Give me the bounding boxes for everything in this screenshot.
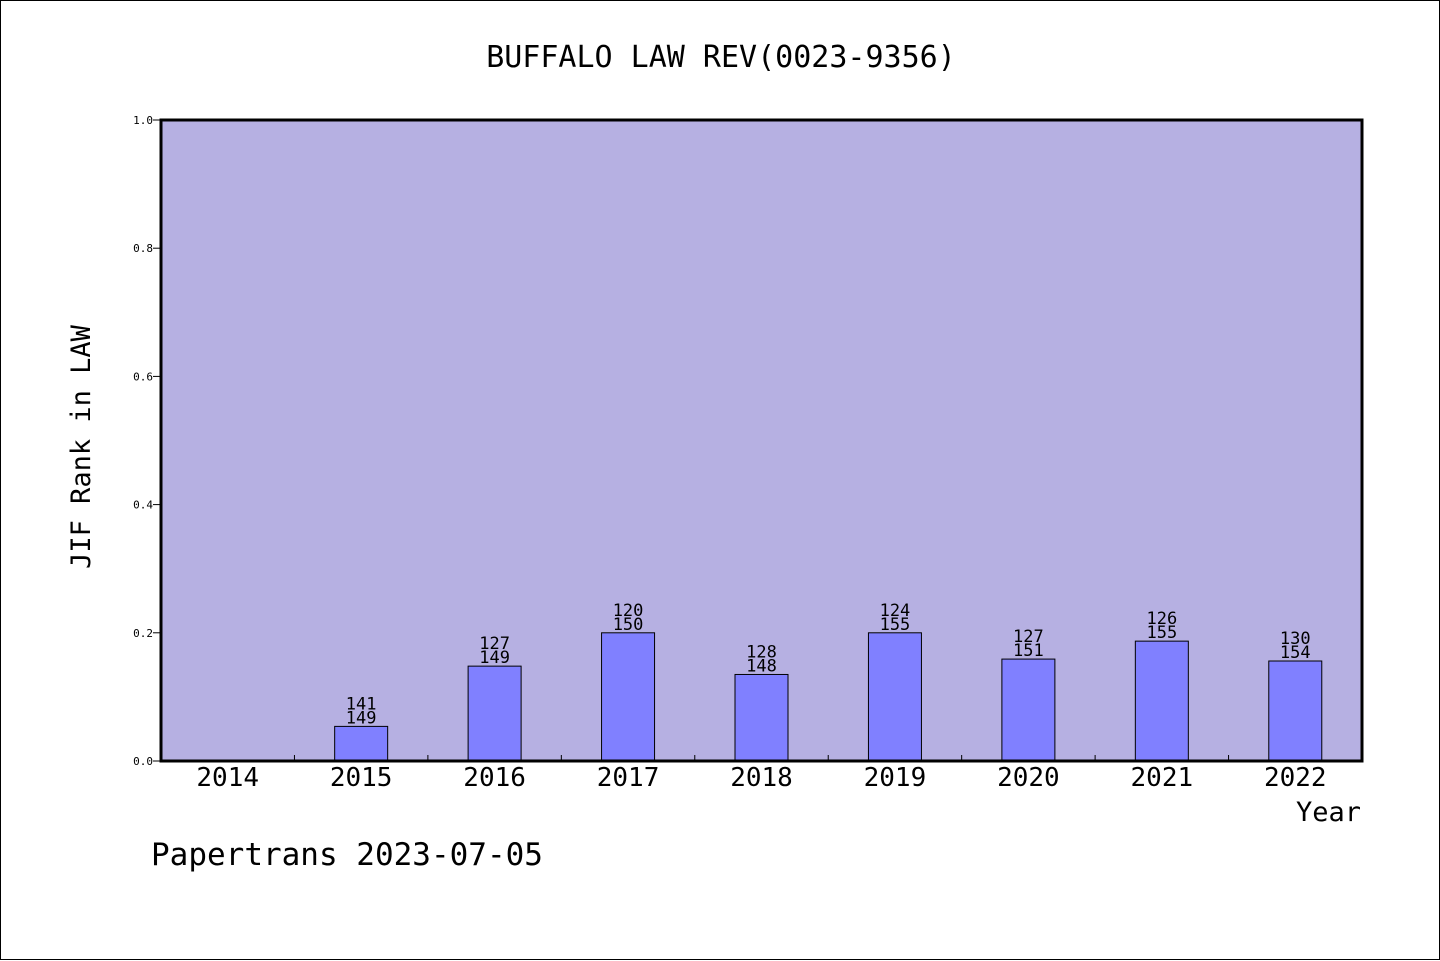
bar-total-label: 149 <box>479 648 510 668</box>
bar-total-label: 154 <box>1280 643 1311 663</box>
x-tick-label: 2016 <box>463 763 526 793</box>
bar-rank-label: 126 <box>1146 609 1177 629</box>
plot-border <box>159 118 1364 763</box>
bar <box>1001 658 1056 762</box>
x-tick-label: 2019 <box>864 763 927 793</box>
bar-total-label: 155 <box>880 615 911 635</box>
bar-rank-label: 124 <box>880 601 911 621</box>
footer-date: Papertrans 2023-07-05 <box>151 837 543 873</box>
bar-total-label: 148 <box>746 656 777 676</box>
bar <box>734 673 789 762</box>
x-axis-label: Year <box>1296 797 1361 828</box>
bar-total-label: 151 <box>1013 641 1044 661</box>
x-tick-label: 2022 <box>1264 763 1327 793</box>
bar <box>867 632 922 762</box>
bar <box>334 725 389 762</box>
bar-rank-label: 130 <box>1280 629 1311 649</box>
x-tick-label: 2014 <box>196 763 259 793</box>
bar <box>1268 660 1323 762</box>
y-tick-label: 0.4 <box>133 499 153 512</box>
bar <box>601 632 656 762</box>
bar-rank-label: 127 <box>479 634 510 654</box>
bar <box>467 665 522 762</box>
x-tick-label: 2021 <box>1131 763 1194 793</box>
y-tick-label: 1.0 <box>133 114 153 127</box>
bar-total-label: 149 <box>346 708 377 728</box>
y-tick-label: 0.2 <box>133 627 153 640</box>
bar-rank-label: 141 <box>346 694 377 714</box>
x-tick-label: 2018 <box>730 763 793 793</box>
x-tick-label: 2017 <box>597 763 660 793</box>
x-axis-ticks: 2014 2015 2016 2017 2018 2019 2020 2021 2022 <box>196 755 1327 793</box>
bar-rank-label: 128 <box>746 642 777 662</box>
x-tick-label: 2015 <box>330 763 393 793</box>
y-tick-label: 0.6 <box>133 370 153 383</box>
bar <box>1134 640 1189 762</box>
bar-rank-label: 127 <box>1013 627 1044 647</box>
x-tick-label: 2020 <box>997 763 1060 793</box>
bar-total-label: 150 <box>613 615 644 635</box>
bar-rank-label: 120 <box>613 601 644 621</box>
bar-total-label: 155 <box>1146 623 1177 643</box>
bars <box>334 632 1323 762</box>
chart-title: BUFFALO LAW REV(0023-9356) <box>486 40 956 75</box>
y-axis-ticks: 0.0 0.2 0.4 0.6 0.8 1.0 <box>133 114 161 768</box>
y-axis-label: JIF Rank in LAW <box>66 324 97 569</box>
y-tick-label: 0.8 <box>133 242 153 255</box>
y-tick-label: 0.0 <box>133 755 153 768</box>
